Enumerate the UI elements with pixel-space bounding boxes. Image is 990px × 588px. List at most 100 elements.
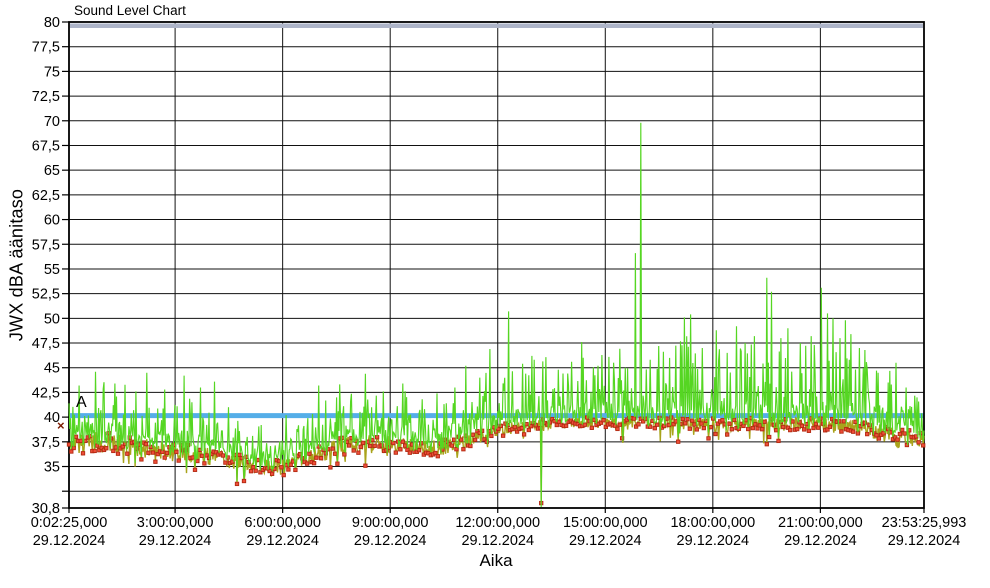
red-marker bbox=[253, 468, 258, 473]
red-marker bbox=[874, 433, 879, 438]
x-tick-date-label: 29.12.2024 bbox=[677, 533, 750, 549]
red-marker bbox=[241, 478, 247, 484]
red-marker bbox=[402, 443, 408, 448]
red-marker bbox=[393, 450, 398, 455]
red-marker bbox=[143, 441, 149, 447]
red-marker bbox=[881, 431, 886, 436]
red-marker bbox=[673, 419, 678, 424]
red-marker bbox=[598, 420, 604, 425]
red-marker bbox=[218, 451, 223, 456]
red-marker bbox=[683, 421, 688, 426]
red-marker bbox=[556, 419, 562, 424]
y-tick-label: 47,5 bbox=[32, 336, 60, 352]
cursor-marker-icon: × bbox=[57, 418, 65, 433]
red-marker bbox=[795, 426, 800, 432]
red-marker bbox=[398, 447, 403, 452]
red-marker bbox=[94, 443, 100, 448]
x-tick-time-label: 6:00:00,000 bbox=[244, 515, 321, 531]
red-marker bbox=[335, 461, 340, 466]
red-marker bbox=[155, 451, 160, 457]
red-marker bbox=[174, 449, 179, 455]
red-marker bbox=[582, 422, 587, 427]
red-marker bbox=[500, 433, 506, 438]
red-marker bbox=[461, 447, 466, 452]
red-marker bbox=[248, 469, 254, 474]
red-marker bbox=[297, 451, 303, 457]
red-marker bbox=[223, 460, 228, 465]
red-marker bbox=[755, 426, 760, 431]
red-marker bbox=[762, 419, 767, 424]
red-marker bbox=[619, 436, 625, 441]
red-marker bbox=[806, 428, 812, 433]
red-marker bbox=[176, 458, 181, 463]
threshold-a-label: A bbox=[76, 394, 87, 411]
red-marker bbox=[902, 431, 907, 436]
red-marker bbox=[435, 454, 440, 459]
red-marker bbox=[825, 427, 830, 432]
red-marker bbox=[458, 437, 464, 442]
series-green-line bbox=[68, 122, 925, 508]
red-marker bbox=[195, 458, 200, 464]
red-marker bbox=[697, 417, 702, 423]
red-marker bbox=[528, 424, 534, 429]
x-axis-label: Aika bbox=[479, 551, 513, 570]
x-tick-date-label: 29.12.2024 bbox=[569, 533, 642, 549]
red-marker bbox=[708, 424, 713, 430]
red-marker bbox=[97, 448, 102, 453]
red-marker bbox=[615, 426, 620, 432]
red-marker bbox=[314, 455, 319, 460]
x-tick-date-label: 29.12.2024 bbox=[461, 533, 534, 549]
red-marker bbox=[685, 417, 690, 422]
red-marker bbox=[356, 450, 361, 455]
red-marker bbox=[811, 425, 816, 431]
red-marker bbox=[725, 432, 730, 437]
red-marker bbox=[921, 443, 926, 448]
red-marker bbox=[449, 443, 454, 448]
red-marker bbox=[687, 426, 692, 431]
red-marker bbox=[694, 427, 699, 432]
red-marker bbox=[652, 426, 657, 431]
red-marker bbox=[701, 425, 706, 431]
red-marker bbox=[916, 440, 921, 445]
red-marker bbox=[150, 450, 156, 455]
red-marker bbox=[472, 437, 478, 442]
red-marker bbox=[258, 470, 263, 475]
red-marker bbox=[851, 429, 856, 434]
red-marker bbox=[346, 443, 352, 448]
red-marker bbox=[612, 423, 618, 428]
red-marker bbox=[900, 427, 905, 433]
x-tick-time-label: 21:00:00,000 bbox=[778, 515, 863, 531]
red-marker bbox=[640, 419, 646, 424]
red-marker bbox=[676, 439, 681, 444]
x-tick-time-label: 12:00:00,000 bbox=[455, 515, 540, 531]
red-marker bbox=[482, 437, 487, 442]
y-tick-label: 75 bbox=[44, 64, 60, 80]
red-marker bbox=[416, 448, 422, 453]
y-tick-label: 50 bbox=[44, 311, 60, 327]
y-tick-label: 35 bbox=[44, 460, 60, 476]
red-marker bbox=[363, 463, 368, 468]
red-marker bbox=[192, 467, 198, 472]
red-marker bbox=[73, 434, 79, 439]
red-marker bbox=[279, 465, 284, 470]
y-tick-label: 40 bbox=[44, 410, 60, 426]
red-marker bbox=[311, 461, 317, 466]
red-marker bbox=[655, 422, 660, 427]
red-marker bbox=[827, 424, 833, 429]
red-marker bbox=[367, 443, 373, 449]
y-tick-label: 62,5 bbox=[32, 188, 60, 204]
red-marker bbox=[391, 440, 396, 446]
red-marker bbox=[699, 421, 704, 426]
y-tick-label: 30,8 bbox=[32, 501, 60, 517]
y-tick-label: 65 bbox=[44, 163, 60, 179]
red-marker bbox=[521, 432, 527, 437]
y-tick-label: 72,5 bbox=[32, 89, 60, 105]
red-marker bbox=[589, 425, 594, 430]
y-tick-label: 45 bbox=[44, 361, 60, 377]
x-tick-time-label: 0:02:25,000 bbox=[31, 515, 108, 531]
red-marker bbox=[69, 449, 74, 454]
red-marker bbox=[251, 465, 256, 470]
red-marker bbox=[841, 419, 847, 424]
